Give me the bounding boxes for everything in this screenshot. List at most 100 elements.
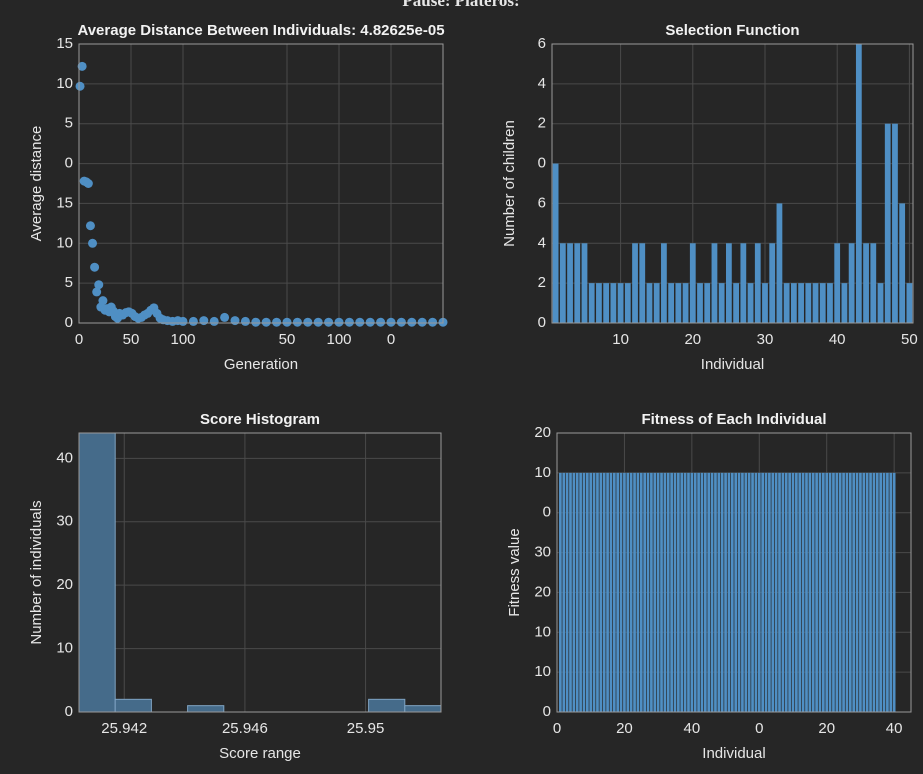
bar [624,283,631,323]
bar [788,472,791,712]
bar [653,283,660,323]
y-tick-label: 0 [65,314,73,331]
x-axis-label: Generation [224,356,298,373]
bar [774,472,778,712]
bar [870,243,877,323]
bar [585,472,589,712]
x-tick-label: 0 [755,720,763,737]
bar [751,472,754,712]
y-tick-label: 15 [56,35,73,52]
y-axis-label: Number of children [501,120,518,247]
bar [879,472,883,712]
bar [791,472,795,712]
bar [78,432,116,713]
bar [633,472,636,712]
y-tick-label: 15 [56,194,73,211]
bar [368,698,406,713]
point [417,317,427,327]
bar [845,472,849,712]
axes-background [79,44,443,323]
bar [653,472,657,712]
axes-background [557,433,911,712]
bar [596,472,599,712]
point [313,317,323,327]
axes-box [78,432,442,713]
bar [677,472,680,712]
point [376,317,386,327]
bar [783,283,790,323]
x-tick-label: 30 [757,331,774,348]
bar [877,283,884,323]
y-tick-label: 10 [56,234,73,251]
bar [855,472,859,712]
bar [609,472,613,712]
bar [582,472,586,712]
point [396,317,406,327]
x-axis-label: Individual [702,745,765,762]
point [90,262,100,272]
bar [720,472,724,712]
bar [798,283,804,323]
bar [872,472,876,712]
bar [670,472,673,712]
bar [726,243,732,323]
bar [683,472,687,712]
point [292,317,302,327]
bar [660,472,663,712]
bar [668,283,675,323]
bar [841,283,848,323]
bar [567,243,573,323]
bar [838,472,842,712]
bar [889,472,893,712]
point [199,316,209,326]
bar [617,283,624,323]
point [303,317,313,327]
bar [827,283,833,323]
x-tick-label: 20 [616,720,633,737]
y-tick-label: 0 [65,703,73,720]
y-tick-label: 4 [538,75,546,92]
bar [892,123,898,323]
x-tick-label: 40 [886,720,903,737]
bar [808,472,812,712]
bar [673,472,677,712]
x-tick-label: 0 [553,720,561,737]
bar [863,243,869,323]
bar [675,283,682,323]
bar [848,472,852,712]
bar [714,472,717,712]
bar [740,243,747,323]
y-tick-label: 20 [534,583,551,600]
bar [404,705,442,713]
bar [717,472,721,712]
point [365,317,375,327]
axes-box [556,432,912,713]
bar [769,243,776,323]
bar [661,243,667,323]
y-tick-label: 2 [538,115,546,132]
x-tick-label: 0 [75,331,83,348]
bar [747,472,751,712]
y-tick-label: 0 [543,703,551,720]
point [230,316,240,326]
bar [565,472,569,712]
bar [778,472,781,712]
bar [569,472,572,712]
point [188,316,198,326]
bar [690,472,694,712]
bar [687,472,690,712]
x-tick-label: 25.942 [101,720,147,737]
bar [612,472,616,712]
bar [588,283,595,323]
point [407,317,417,327]
bar [559,243,566,323]
y-axis-label: Number of individuals [28,500,45,644]
y-tick-label: 6 [538,35,546,52]
x-tick-label: 25.946 [222,720,268,737]
y-tick-label: 0 [543,504,551,521]
bar [646,472,650,712]
axes-box [551,43,914,324]
bar [795,472,798,712]
bar [704,283,711,323]
